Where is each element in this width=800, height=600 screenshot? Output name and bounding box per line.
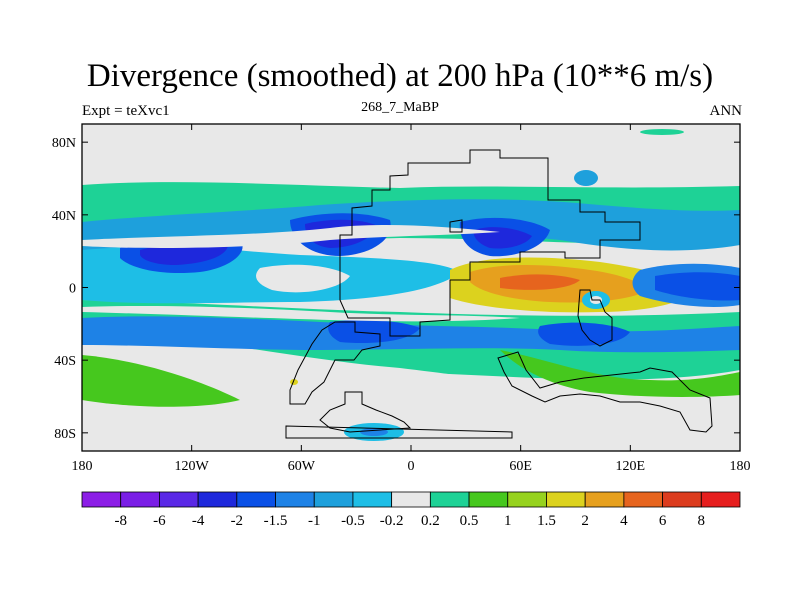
colorbar-label: -0.5	[341, 513, 365, 529]
colorbar-box	[120, 491, 160, 508]
contour-band	[640, 129, 684, 135]
contour-band	[655, 272, 740, 301]
colorbar-box	[429, 491, 470, 508]
x-tick-label: 180	[72, 459, 93, 474]
contour-band	[140, 242, 228, 265]
y-axis: 80N 40N 0 40S 80S	[52, 136, 740, 442]
contour-band	[500, 350, 740, 397]
x-axis: 180 120W 60W 0 60E 120E 180	[72, 124, 751, 474]
colorbar-box	[584, 491, 625, 508]
colorbar-label: 0.5	[460, 513, 479, 529]
contour-fill	[82, 129, 740, 451]
colorbar-label: -1	[308, 513, 321, 529]
colorbar-box	[546, 491, 586, 508]
colorbar-box	[700, 491, 741, 508]
colorbar-box	[468, 491, 509, 508]
colorbar-box	[81, 491, 122, 508]
continent-outlines	[285, 149, 713, 439]
run-label: 268_7_MaBP	[361, 100, 439, 115]
contour-band	[538, 322, 630, 346]
colorbar-box	[159, 491, 199, 508]
colorbar-label: 4	[620, 513, 628, 529]
y-tick-label: 40N	[52, 209, 76, 224]
colorbar-label: -4	[192, 513, 205, 529]
x-tick-label: 180	[730, 459, 751, 474]
contour-band	[360, 428, 388, 436]
colorbar-label: 0.2	[421, 513, 440, 529]
continent-outline	[449, 219, 463, 233]
y-tick-label: 80N	[52, 136, 76, 151]
colorbar-label: -0.2	[380, 513, 404, 529]
contour-band	[82, 355, 240, 407]
colorbar-box	[662, 491, 702, 508]
contour-band	[574, 170, 598, 186]
contour-band	[82, 225, 500, 248]
colorbar-label: -8	[114, 513, 127, 529]
x-tick-label: 0	[408, 459, 415, 474]
colorbar-label: -1.5	[264, 513, 288, 529]
colorbar-box	[623, 491, 663, 508]
y-tick-label: 0	[69, 282, 76, 297]
colorbar-box	[313, 491, 354, 508]
continent-outline	[339, 149, 641, 337]
colorbar-box	[507, 491, 547, 508]
x-tick-label: 120W	[175, 459, 210, 474]
colorbar-box	[391, 491, 431, 508]
contour-band	[328, 320, 420, 344]
colorbar-label: 1.5	[537, 513, 556, 529]
continent-outline	[285, 425, 513, 439]
continent-outline	[497, 351, 713, 433]
experiment-label: Expt = teXvc1	[82, 103, 170, 119]
colorbar-box	[275, 491, 315, 508]
continent-outline	[577, 289, 613, 347]
x-tick-label: 60W	[288, 459, 316, 474]
x-tick-label: 60E	[509, 459, 532, 474]
colorbar-box	[352, 491, 393, 508]
colorbar-label: 8	[698, 513, 706, 529]
colorbar-label: -2	[231, 513, 244, 529]
contour-band	[290, 379, 298, 385]
colorbar-label: 2	[581, 513, 589, 529]
colorbar-box	[236, 491, 276, 508]
colorbar-label: 6	[659, 513, 667, 529]
y-tick-label: 80S	[54, 427, 76, 442]
x-tick-label: 120E	[616, 459, 646, 474]
chart-title: Divergence (smoothed) at 200 hPa (10**6 …	[86, 58, 714, 94]
colorbar-label: 1	[504, 513, 512, 529]
y-tick-label: 40S	[54, 354, 76, 369]
contour-band	[500, 274, 580, 290]
contour-band	[256, 264, 350, 293]
continent-outline	[289, 321, 381, 405]
colorbar-box	[197, 491, 238, 508]
contour-band	[82, 305, 520, 322]
contour-band	[82, 330, 740, 451]
colorbar-label: -6	[153, 513, 166, 529]
season-label: ANN	[709, 103, 743, 119]
colorbar: -8 -6 -4 -2 -1.5 -1 -0.5 -0.2 0.2 0.5 1 1.5 2 4 6 8	[81, 491, 741, 529]
